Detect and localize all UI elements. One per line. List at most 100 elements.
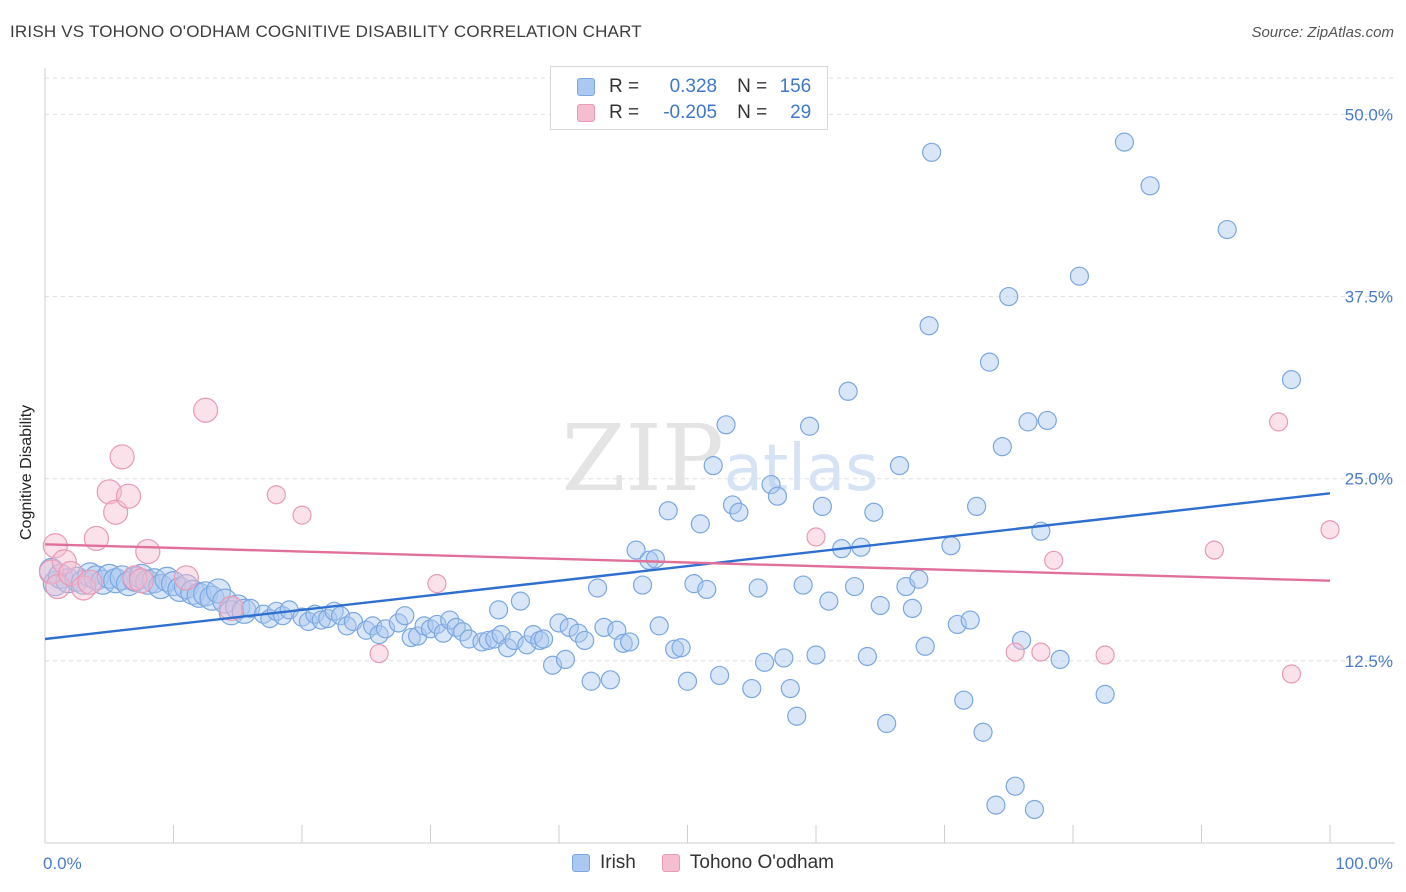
legend-r-label: R = xyxy=(609,76,640,97)
y-tick-label: 50.0% xyxy=(1345,105,1393,124)
irish-point xyxy=(645,549,665,569)
irish-point xyxy=(581,671,601,691)
tohono-point xyxy=(806,527,826,547)
irish-point xyxy=(498,638,518,658)
tohono-point xyxy=(1095,645,1115,665)
irish-point xyxy=(1037,410,1057,431)
irish-point xyxy=(793,575,813,595)
irish-point xyxy=(954,690,974,710)
irish-point xyxy=(632,575,653,595)
irish-point xyxy=(620,632,640,652)
irish-point xyxy=(1018,412,1038,432)
legend-label-tohono: Tohono O'odham xyxy=(689,852,835,873)
y-tick-label: 12.5% xyxy=(1345,652,1393,671)
irish-point xyxy=(992,437,1012,457)
tohono-point xyxy=(115,483,142,509)
irish-point xyxy=(555,649,576,670)
irish-point xyxy=(1281,370,1302,390)
irish-point xyxy=(787,706,807,726)
irish-point xyxy=(600,670,621,690)
tohono-point xyxy=(45,573,71,600)
irish-point xyxy=(864,502,884,522)
irish-point xyxy=(388,613,408,633)
irish-point xyxy=(729,502,749,522)
irish-point xyxy=(909,569,929,589)
irish-point xyxy=(1095,684,1115,704)
tohono-point xyxy=(1005,642,1025,662)
legend-item-irish[interactable]: Irish xyxy=(571,852,636,874)
y-tick-label: 37.5% xyxy=(1345,288,1393,307)
irish-point xyxy=(517,635,537,655)
irish-point xyxy=(671,638,691,658)
irish-point xyxy=(1050,649,1070,670)
irish-point xyxy=(780,678,800,699)
tohono-trend-line xyxy=(44,543,1331,582)
tohono-point xyxy=(1044,550,1064,570)
irish-point xyxy=(504,630,524,651)
irish-point xyxy=(710,665,730,686)
irish-point xyxy=(754,652,775,672)
chart-title: IRISH VS TOHONO O'ODHAM COGNITIVE DISABI… xyxy=(10,22,642,41)
irish-point xyxy=(549,613,569,633)
irish-point xyxy=(799,416,820,436)
irish-point xyxy=(1140,176,1160,196)
series-irish-points xyxy=(38,132,1302,820)
tohono-point xyxy=(1268,412,1289,432)
series-legend: Irish Tohono O'odham xyxy=(0,852,1406,874)
irish-point xyxy=(533,629,554,649)
tohono-point xyxy=(122,565,148,591)
irish-point xyxy=(1024,799,1045,820)
tohono-point xyxy=(218,595,244,622)
irish-point xyxy=(947,614,967,635)
irish-point xyxy=(395,606,415,626)
irish-point xyxy=(489,600,509,620)
gridlines xyxy=(45,77,1395,662)
tohono-swatch xyxy=(577,104,595,122)
legend-item-tohono[interactable]: Tohono O'odham xyxy=(661,852,835,874)
irish-point xyxy=(703,456,723,476)
tohono-point xyxy=(1204,540,1224,560)
tohono-point xyxy=(292,505,312,525)
irish-point xyxy=(960,610,980,630)
irish-point xyxy=(665,639,685,659)
tohono-point xyxy=(1281,664,1302,684)
irish-point xyxy=(690,514,710,534)
legend-r-label: R = xyxy=(609,102,640,123)
irish-point xyxy=(889,456,910,476)
irish-point xyxy=(1217,219,1237,240)
irish-point xyxy=(979,352,1000,372)
irish-point xyxy=(902,598,922,619)
irish-point xyxy=(819,591,839,611)
irish-point xyxy=(716,415,736,435)
irish-point xyxy=(453,622,473,642)
irish-point xyxy=(919,316,939,336)
correlation-legend: R = 0.328 N = 156 R = -0.205 N = 29 xyxy=(550,66,828,130)
legend-n-value: 29 xyxy=(790,102,812,123)
tohono-point xyxy=(369,643,389,664)
tohono-point xyxy=(77,569,103,595)
irish-point xyxy=(857,646,878,667)
irish-point xyxy=(658,501,678,521)
irish-point xyxy=(812,496,833,516)
axes xyxy=(44,68,1395,844)
irish-point xyxy=(677,671,698,691)
irish-point xyxy=(103,568,129,594)
tohono-point xyxy=(135,538,161,565)
legend-row-irish: R = 0.328 N = 156 xyxy=(577,75,811,99)
irish-swatch xyxy=(571,854,590,872)
legend-n-label: N = xyxy=(737,76,768,97)
tohono-point xyxy=(58,560,84,587)
irish-point xyxy=(870,595,890,616)
irish-point xyxy=(1005,776,1025,796)
irish-swatch xyxy=(577,78,595,96)
irish-point xyxy=(877,713,897,734)
irish-point xyxy=(806,645,826,665)
watermark-zip: ZIP xyxy=(562,405,724,512)
legend-r-value: 0.328 xyxy=(669,76,718,97)
irish-point xyxy=(568,623,588,643)
x-tick-label-max: 100.0% xyxy=(1335,854,1393,873)
legend-n-label: N = xyxy=(737,102,768,123)
irish-point xyxy=(774,648,794,668)
tohono-point xyxy=(173,565,199,591)
